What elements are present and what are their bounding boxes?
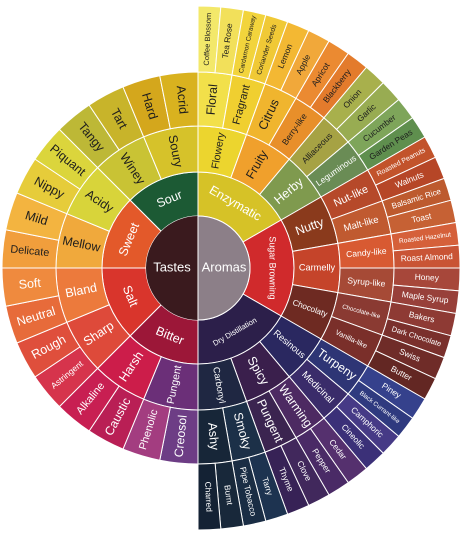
wheel-segments [1, 5, 461, 531]
aroma-tip-charred [197, 462, 222, 531]
taste-item-label-mild: Mild [23, 208, 49, 228]
aroma-tip-label-burnt: Burnt [222, 484, 235, 506]
taste-item-label-acrid: Acrid [174, 85, 191, 115]
aroma-item-label-floral: Floral [204, 84, 221, 116]
aromas-hub [197, 215, 251, 321]
aroma-tip-label-coffee-blossom: Coffee Blossom [202, 13, 213, 66]
aroma-tip-label-charred: Charred [203, 481, 214, 512]
aroma-item-label-ashy: Ashy [205, 422, 221, 451]
aroma-item-label-syrup-like: Syrup-like [347, 275, 386, 288]
taste-item-label-delicate: Delicate [10, 243, 50, 259]
aroma-sub-label-carmelly: Carmelly [299, 262, 336, 272]
aroma-group-label-sugar-browning: Sugar Browning [268, 236, 278, 299]
aroma-tip-label-honey: Honey [415, 272, 440, 283]
aroma-tip-label-tea-rose: Tea Rose [220, 22, 235, 59]
taste-sub-label-soury: Soury [165, 134, 185, 169]
taste-sub-label-bland: Bland [64, 281, 98, 301]
aromas-center-label: Aromas [202, 259, 247, 274]
taste-item-label-soft: Soft [18, 276, 42, 292]
taste-item-label-creosol: Creosol [172, 414, 190, 458]
tastes-center-label: Tastes [153, 259, 191, 274]
aroma-tip-label-toast: Toast [411, 210, 433, 224]
aroma-tip-label-roast-almond: Roast Almond [400, 251, 453, 263]
aroma-item-label-candy-like: Candy-like [346, 246, 388, 260]
